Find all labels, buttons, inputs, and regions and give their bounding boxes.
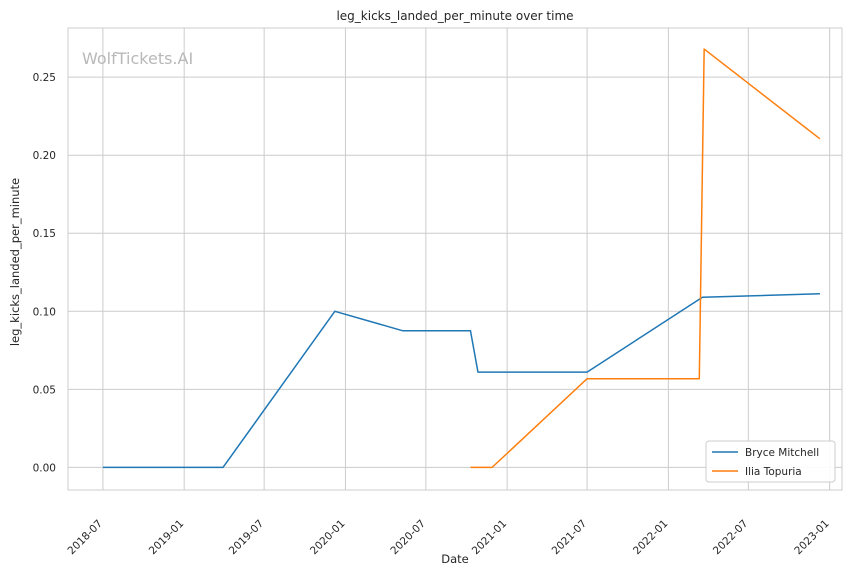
x-tick-label: 2020-07: [388, 518, 428, 558]
plot-area-frame: [67, 27, 843, 491]
x-axis-title: Date: [441, 552, 469, 566]
chart-title: leg_kicks_landed_per_minute over time: [336, 9, 573, 23]
x-tick-label: 2021-07: [550, 518, 590, 558]
grid: [68, 28, 842, 490]
legend-label-ilia-topuria: Ilia Topuria: [745, 466, 802, 478]
y-tick-label: 0.20: [33, 150, 56, 162]
x-tick-label: 2021-01: [470, 518, 510, 558]
series-line-ilia-topuria: [470, 48, 821, 469]
watermark-text: WolfTickets.AI: [82, 49, 193, 68]
y-tick-label: 0.00: [33, 462, 56, 474]
x-tick-label: 2023-01: [792, 518, 832, 558]
x-tick-label: 2022-01: [631, 518, 671, 558]
legend-label-bryce-mitchell: Bryce Mitchell: [745, 447, 819, 459]
series-lines: [102, 48, 821, 469]
x-tick-label: 2018-07: [66, 518, 106, 558]
y-tick-label: 0.15: [33, 228, 56, 240]
y-tick-label: 0.25: [33, 72, 56, 84]
y-tick-label: 0.05: [33, 384, 56, 396]
x-tick-label: 2020-01: [308, 518, 348, 558]
x-tick-label: 2022-07: [711, 518, 751, 558]
series-line-bryce-mitchell: [102, 293, 820, 469]
x-tick-label: 2019-01: [147, 518, 187, 558]
y-axis-title: leg_kicks_landed_per_minute: [8, 178, 22, 346]
y-tick-label: 0.10: [33, 306, 56, 318]
x-tick-label: 2019-07: [227, 518, 267, 558]
legend-box: [705, 440, 836, 483]
tick-labels: 2018-07 2019-01 2019-07 2020-01 2020-07 2021-…: [33, 72, 832, 557]
legend: Bryce Mitchell Ilia Topuria: [705, 440, 836, 483]
